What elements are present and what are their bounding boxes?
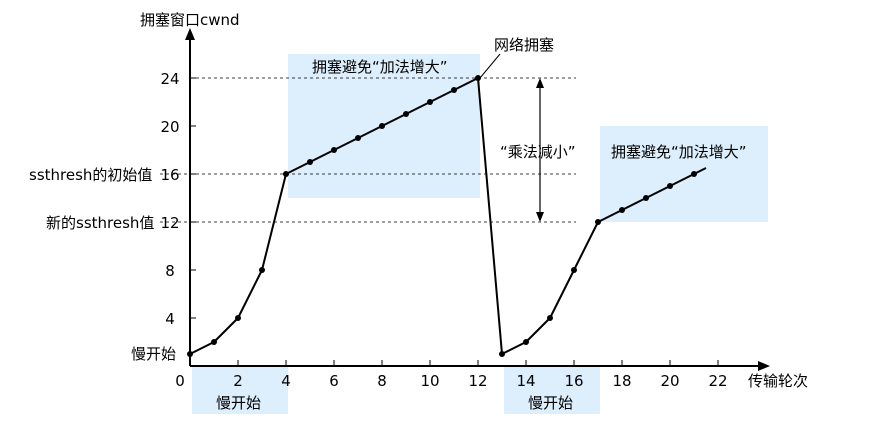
cwnd-data-point bbox=[235, 315, 241, 321]
cwnd-data-point bbox=[691, 171, 697, 177]
series-group bbox=[187, 75, 707, 357]
cwnd-data-point bbox=[283, 171, 289, 177]
y-tick-label: 12 bbox=[160, 214, 179, 232]
congestion-label: 网络拥塞 bbox=[494, 36, 554, 54]
y-axis-title: 拥塞窗口cwnd bbox=[140, 11, 240, 29]
cwnd-data-point bbox=[331, 147, 337, 153]
x-tick-label: 20 bbox=[660, 372, 679, 390]
cwnd-data-point bbox=[211, 339, 217, 345]
y-tick-label: 16 bbox=[160, 166, 179, 184]
cwnd-data-point bbox=[475, 75, 481, 81]
x-tick-label: 8 bbox=[377, 372, 387, 390]
x-tick-label: 6 bbox=[329, 372, 339, 390]
cwnd-data-point bbox=[523, 339, 529, 345]
slow-start-box-2 bbox=[504, 366, 600, 414]
cwnd-data-point bbox=[595, 219, 601, 225]
cwnd-data-point bbox=[451, 87, 457, 93]
y-tick-label: 24 bbox=[160, 70, 179, 88]
md-arrow-down-icon bbox=[536, 212, 544, 222]
ssthresh-initial-label: ssthresh的初始值 bbox=[29, 166, 152, 184]
ca-label-2: 拥塞避免“加法增大” bbox=[611, 143, 747, 161]
cwnd-data-point bbox=[427, 99, 433, 105]
x-axis-title: 传输轮次 bbox=[748, 372, 808, 390]
cwnd-data-point bbox=[307, 159, 313, 165]
cwnd-data-point bbox=[259, 267, 265, 273]
cwnd-data-point bbox=[619, 207, 625, 213]
ssthresh-new-label: 新的ssthresh值 bbox=[46, 214, 154, 232]
y-tick-label: 8 bbox=[165, 262, 175, 280]
md-label: “乘法减小” bbox=[500, 143, 576, 161]
cwnd-data-point bbox=[403, 111, 409, 117]
x-tick-group: 0 2 4 6 8 10 12 14 16 18 20 22 bbox=[175, 360, 728, 390]
x-tick-label: 2 bbox=[233, 372, 243, 390]
slow-start-label-1: 慢开始 bbox=[216, 394, 261, 412]
x-tick-label: 0 bbox=[175, 372, 185, 390]
cwnd-data-point bbox=[379, 123, 385, 129]
x-tick-label: 10 bbox=[420, 372, 439, 390]
cwnd-data-point bbox=[547, 315, 553, 321]
cwnd-data-point bbox=[667, 183, 673, 189]
slow-start-label-y: 慢开始 bbox=[131, 345, 176, 363]
x-tick-label: 14 bbox=[516, 372, 535, 390]
y-tick-label: 4 bbox=[165, 310, 175, 328]
y-axis-arrow-icon bbox=[185, 28, 195, 40]
dashed-level-lines bbox=[160, 77, 576, 223]
ca-label-1: 拥塞避免“加法增大” bbox=[312, 58, 448, 76]
y-tick-label: 20 bbox=[160, 118, 179, 136]
cwnd-data-point bbox=[571, 267, 577, 273]
cwnd-data-point bbox=[499, 351, 505, 357]
x-tick-label: 16 bbox=[564, 372, 583, 390]
md-arrow-up-icon bbox=[536, 78, 544, 88]
cwnd-data-point bbox=[643, 195, 649, 201]
congestion-pointer bbox=[479, 53, 501, 79]
md-double-arrow bbox=[536, 78, 544, 222]
cwnd-data-point bbox=[187, 351, 193, 357]
slow-start-box-1 bbox=[192, 366, 288, 414]
x-tick-label: 18 bbox=[612, 372, 631, 390]
slow-start-label-2: 慢开始 bbox=[528, 394, 573, 412]
cwnd-data-point bbox=[355, 135, 361, 141]
y-tick-group: 4 8 12 16 20 24 bbox=[160, 70, 196, 328]
x-axis-arrow-icon bbox=[758, 361, 770, 371]
x-tick-label: 12 bbox=[468, 372, 487, 390]
x-tick-label: 4 bbox=[281, 372, 291, 390]
x-tick-label: 22 bbox=[708, 372, 727, 390]
